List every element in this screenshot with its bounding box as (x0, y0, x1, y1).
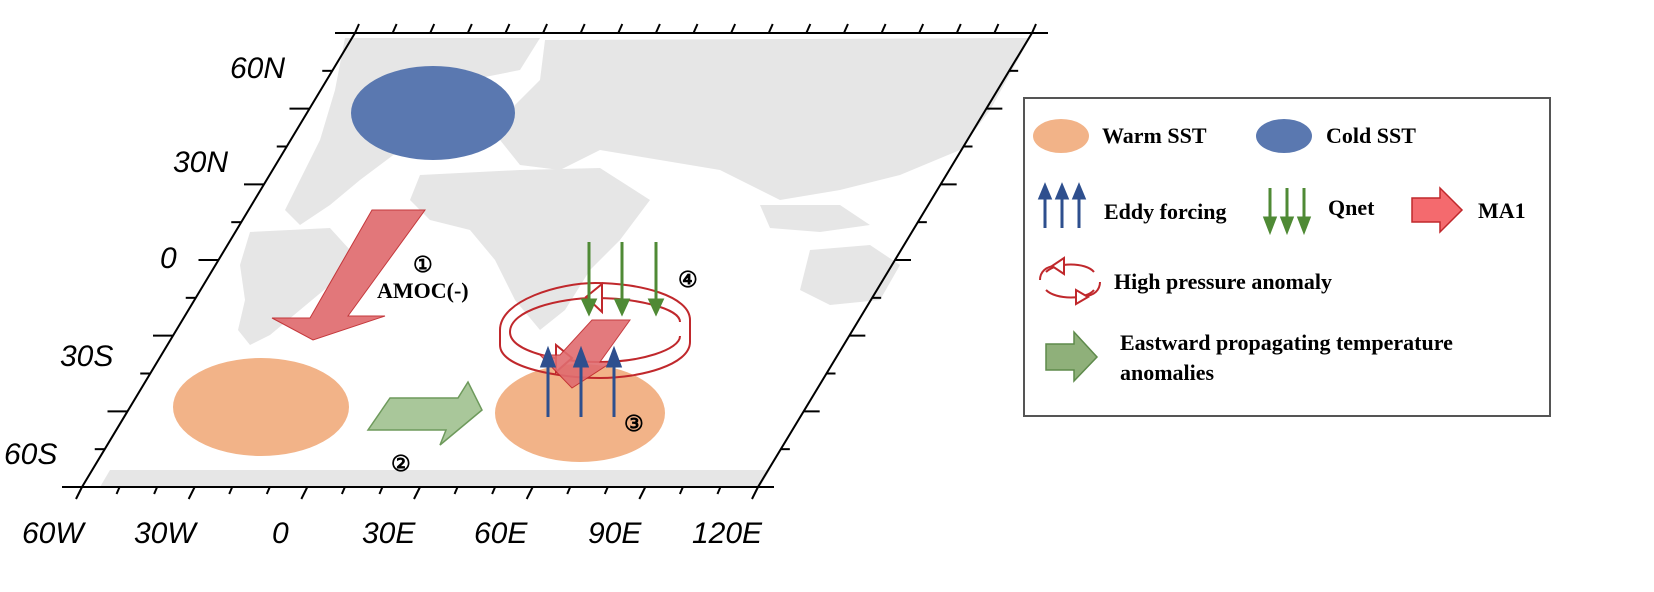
legend-eastward-label-line1: Eastward propagating temperature (1120, 330, 1453, 355)
legend-eddy-forcing-label: Eddy forcing (1104, 199, 1226, 224)
eddy-arrowhead-map-1 (539, 345, 557, 368)
bottom-tick (525, 486, 534, 500)
land-south-america (238, 228, 350, 345)
bottom-tick (75, 486, 83, 500)
top-tick (542, 23, 548, 34)
amoc-label: AMOC(-) (377, 278, 469, 303)
bottom-tick (566, 486, 572, 495)
lat-label-60n: 60N (230, 52, 285, 85)
land-antarctica (100, 470, 770, 487)
eddy-arrowhead-map-2 (572, 345, 590, 368)
lon-label-30w: 30W (134, 517, 198, 550)
top-tick (993, 23, 1000, 34)
qnet-arrowhead-map-1 (580, 298, 598, 317)
lat-label-0: 0 (160, 242, 177, 275)
legend-cold-sst-label: Cold SST (1326, 123, 1416, 148)
bottom-tick (453, 486, 459, 495)
land-africa (410, 168, 650, 330)
ring-bottom (499, 320, 691, 380)
bottom-tick (228, 486, 234, 495)
lon-label-60e: 60E (474, 517, 528, 550)
qnet-arrowhead-map-2 (613, 298, 631, 317)
top-tick (880, 23, 887, 34)
top-tick (391, 23, 398, 34)
eddy-forcing-arrows-map (539, 345, 623, 417)
step-2-label: ② (391, 451, 411, 476)
legend-ma1-label: MA1 (1478, 198, 1526, 223)
warm-sst-patch-atlantic (173, 358, 349, 456)
top-tick (354, 23, 360, 34)
bottom-tick (265, 486, 271, 495)
cold-sst-patch (351, 66, 515, 160)
lon-label-0: 0 (272, 517, 289, 550)
top-tick (692, 23, 699, 34)
map-ticks (62, 23, 1048, 500)
legend-qnet-label: Qnet (1328, 195, 1375, 220)
qnet-arrows-map (580, 242, 665, 317)
eastward-propagation-arrow (366, 380, 483, 446)
lon-label-60w: 60W (22, 517, 86, 550)
bottom-tick (603, 486, 609, 495)
legend-warm-sst-label: Warm SST (1102, 123, 1207, 148)
legend: Warm SST Cold SST Eddy forcing Qnet MA1 … (1023, 97, 1551, 417)
lat-label-30s: 30S (60, 340, 113, 373)
top-tick (955, 23, 962, 34)
legend-eastward-icon (1045, 330, 1099, 383)
lon-label-120e: 120E (692, 517, 763, 550)
land-australia (800, 245, 900, 305)
top-tick (429, 23, 436, 34)
top-tick (504, 23, 511, 34)
step-1-label: ① (413, 252, 433, 277)
top-tick (654, 23, 661, 34)
bottom-tick (638, 486, 647, 500)
bottom-tick (716, 486, 722, 495)
qnet-arrowhead-map-3 (647, 298, 665, 317)
legend-high-pressure-icon (1039, 256, 1101, 306)
eddy-arrowhead-map-3 (605, 345, 623, 368)
lat-label-60s: 60S (4, 438, 57, 471)
step-4-label: ④ (678, 267, 698, 292)
bottom-tick (491, 486, 497, 495)
top-tick (805, 23, 812, 34)
lon-label-90e: 90E (588, 517, 642, 550)
top-tick (1031, 23, 1037, 34)
top-tick (466, 23, 473, 34)
latitude-labels: 60N 30N 0 30S 60S (4, 52, 285, 471)
land-masses (100, 38, 1030, 487)
bottom-tick (678, 486, 684, 495)
legend-qnet-icon (1262, 188, 1312, 236)
legend-eastward-label-line2: anomalies (1120, 360, 1215, 385)
land-eurasia (500, 38, 1030, 200)
bottom-tick (153, 486, 159, 495)
top-tick (730, 23, 737, 34)
top-tick (767, 23, 774, 34)
bottom-tick (340, 486, 346, 495)
top-tick (918, 23, 925, 34)
ma1-arrow-map (538, 319, 631, 389)
bottom-tick (413, 486, 421, 500)
amoc-arrow (271, 209, 426, 341)
top-tick (843, 23, 849, 34)
bottom-tick (115, 486, 121, 495)
bottom-tick (187, 486, 196, 500)
top-tick (617, 23, 624, 34)
bottom-tick (751, 486, 759, 500)
bottom-tick (300, 486, 309, 500)
step-3-label: ③ (624, 411, 644, 436)
legend-ma1-icon (1411, 186, 1464, 234)
legend-high-pressure-label: High pressure anomaly (1114, 269, 1332, 294)
land-maritime-continent (760, 205, 870, 232)
legend-warm-sst-swatch (1033, 119, 1089, 153)
lon-label-30e: 30E (362, 517, 416, 550)
legend-cold-sst-swatch (1256, 119, 1312, 153)
longitude-labels: 60W 30W 0 30E 60E 90E 120E (22, 517, 763, 550)
lat-label-30n: 30N (173, 146, 228, 179)
top-tick (579, 23, 586, 34)
bottom-tick (378, 486, 384, 495)
land-north-america-greenland (285, 38, 540, 225)
ring-top (499, 281, 691, 331)
legend-eddy-forcing-icon (1037, 182, 1087, 228)
